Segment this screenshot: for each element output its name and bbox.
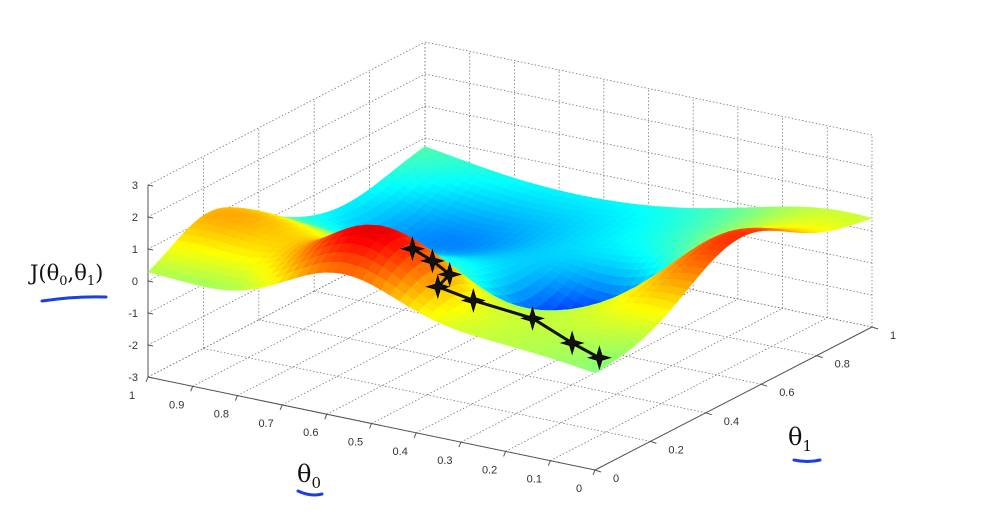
y-tick-label: 0.4	[724, 416, 739, 428]
z-tick-mark	[147, 312, 154, 315]
z-tick-label: -2	[128, 340, 138, 352]
y-tick-label: 1	[890, 330, 896, 342]
z-tick-label: -3	[128, 372, 138, 384]
grid-line	[424, 105, 873, 200]
descent-step-marker	[420, 248, 445, 274]
grid-line	[147, 41, 426, 186]
x-tick-mark	[503, 451, 507, 457]
y-tick-mark	[871, 326, 879, 330]
z-tick-mark	[147, 184, 154, 187]
x-tick-mark	[547, 460, 551, 466]
x-tick-label: 0.6	[303, 427, 318, 439]
z-tick-mark	[147, 280, 154, 283]
x-tick-mark	[592, 469, 596, 476]
x-tick-label: 0.2	[482, 464, 497, 476]
z-tick-label: 0	[132, 276, 138, 288]
surface-patch	[585, 366, 602, 374]
grid-line	[147, 105, 426, 250]
y-tick-mark	[816, 355, 823, 359]
descent-step-marker	[460, 288, 486, 313]
x-tick-label: 0.9	[169, 399, 184, 411]
y-axis-line	[594, 326, 873, 471]
z-tick-mark	[147, 248, 154, 251]
y-tick-mark	[650, 440, 657, 444]
z-tick-label: 3	[132, 180, 138, 192]
grid-line	[203, 348, 651, 442]
descent-step-marker	[425, 274, 451, 300]
z-axis-label: J(θ0,θ1)	[28, 261, 108, 303]
grid-line	[147, 73, 426, 218]
x-tick-mark	[234, 395, 238, 401]
grid-line	[258, 319, 706, 414]
x-tick-label: 0.4	[393, 446, 408, 458]
svg-text:J(θ0,θ1): J(θ0,θ1)	[28, 261, 103, 289]
z-tick-label: -1	[128, 308, 138, 320]
descent-step-marker	[437, 261, 463, 287]
z-tick-mark	[147, 376, 154, 379]
z-tick-label: 1	[132, 244, 138, 256]
grid-line	[424, 41, 873, 136]
descent-step-marker	[520, 305, 545, 331]
x-tick-mark	[190, 386, 194, 392]
axis-ticks: 3 2 1 0 -1 -2 -3 1 0.9 0.8 0.7 0.6 0.5 0.4 0.3 0.2 0.1 0 0…	[128, 180, 896, 495]
x-tick-label: 1	[129, 390, 135, 402]
grid-line	[424, 73, 873, 168]
y-tick-label: 0.2	[668, 444, 683, 456]
x-tick-label: 0	[576, 483, 582, 495]
descent-step-marker	[400, 236, 425, 262]
grid-line	[505, 308, 783, 452]
z-tick-label: 2	[132, 212, 138, 224]
svg-text:θ1: θ1	[788, 423, 812, 455]
x-tick-mark	[145, 376, 149, 383]
grid-line	[460, 298, 739, 443]
x-tick-label: 0.1	[527, 474, 542, 486]
x-tick-mark	[279, 404, 283, 411]
y-tick-label: 0	[613, 473, 619, 485]
y-axis-label: θ1	[788, 423, 822, 463]
grid-line	[550, 317, 828, 462]
x-axis-label: θ0	[296, 460, 324, 497]
y-tick-mark	[705, 412, 712, 416]
x-tick-mark	[458, 441, 462, 448]
grid-line	[147, 137, 426, 282]
z-tick-mark	[147, 216, 154, 219]
x-tick-label: 0.7	[258, 418, 273, 430]
x-tick-label: 0.5	[348, 437, 363, 449]
x-tick-mark	[369, 423, 372, 429]
x-tick-label: 0.8	[214, 409, 229, 421]
svg-text:θ0: θ0	[297, 460, 321, 492]
y-tick-label: 0.8	[835, 359, 850, 371]
x-tick-label: 0.3	[437, 455, 452, 467]
y-tick-mark	[594, 469, 602, 473]
cost-surface	[147, 146, 873, 374]
y-tick-mark	[761, 383, 768, 387]
z-tick-mark	[147, 344, 154, 347]
descent-step-marker	[586, 345, 612, 371]
x-tick-mark	[413, 432, 417, 438]
y-tick-label: 0.6	[779, 387, 794, 399]
gradient-descent-path	[400, 236, 612, 371]
descent-step-marker	[559, 330, 585, 356]
x-tick-mark	[324, 414, 328, 420]
